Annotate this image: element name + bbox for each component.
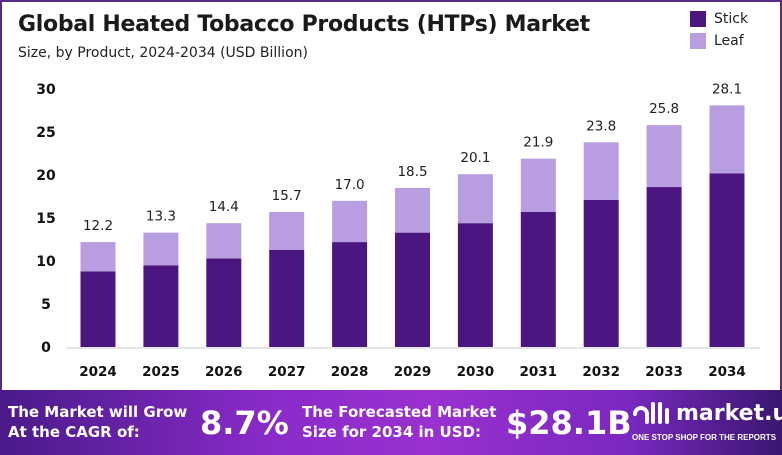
data-label: 20.1 [460,150,490,166]
bar-leaf [520,158,556,212]
legend-item-stick: Stick [690,8,748,30]
bar-leaf [332,200,368,243]
forecast-value: $28.1B [506,404,632,442]
bar-leaf [646,125,682,188]
cagr-label: The Market will Grow At the CAGR of: [8,403,188,441]
legend-item-leaf: Leaf [690,30,748,52]
data-label: 23.8 [586,118,616,134]
x-tick-label: 2024 [79,364,117,380]
bar-leaf [709,105,745,174]
bar-stick [646,187,682,347]
x-tick-label: 2027 [268,364,306,380]
bar-stick [395,232,430,347]
data-label: 13.3 [146,209,176,225]
data-label: 15.7 [272,188,302,204]
bar-stick [206,258,242,347]
bar-leaf [80,242,116,272]
x-tick-label: 2030 [457,364,495,380]
bar-stick [583,199,619,347]
x-tick-label: 2032 [582,364,620,380]
bar-stick [269,249,305,347]
logo-icon [633,402,669,424]
x-tick-label: 2025 [142,364,180,380]
legend-swatch-leaf [690,33,706,49]
x-tick-label: 2026 [205,364,243,380]
x-tick-label: 2031 [520,364,558,380]
brand-logo: market.us [632,400,782,426]
brand-tagline: ONE STOP SHOP FOR THE REPORTS [632,433,777,442]
data-label: 25.8 [649,101,679,117]
data-label: 28.1 [712,81,742,97]
data-label: 12.2 [83,218,113,234]
bar-stick [457,223,493,347]
bar-stick [520,211,556,347]
chart-title: Global Heated Tobacco Products (HTPs) Ma… [18,12,590,37]
cagr-value: 8.7% [200,404,289,442]
x-tick-label: 2034 [708,364,746,380]
bar-stick [143,265,179,347]
x-tick-label: 2028 [331,364,369,380]
bar-leaf [395,187,430,233]
x-tick-label: 2029 [394,364,432,380]
bar-stick [709,173,745,347]
x-tick-label: 2033 [645,364,683,380]
y-tick-label: 30 [36,82,56,98]
bar-leaf [583,142,619,200]
y-tick-label: 25 [36,125,55,141]
data-label: 18.5 [397,164,427,180]
forecast-label: The Forecasted Market Size for 2034 in US… [302,403,497,441]
data-label: 17.0 [335,177,365,193]
bar-leaf [269,211,305,250]
y-tick-label: 5 [41,297,51,313]
bar-chart: 05101520253012.2202413.3202514.4202615.7… [36,81,760,380]
bar-leaf [143,232,179,266]
data-label: 14.4 [209,199,239,215]
y-tick-label: 15 [36,211,55,227]
y-tick-label: 20 [36,168,56,184]
y-tick-label: 0 [41,340,51,356]
bar-stick [332,242,368,347]
legend-swatch-stick [690,11,706,27]
bar-stick [80,271,116,347]
bar-leaf [457,174,493,224]
chart-subtitle: Size, by Product, 2024-2034 (USD Billion… [18,45,308,61]
data-label: 21.9 [523,135,553,151]
footer-banner: The Market will Grow At the CAGR of: 8.7%… [0,390,782,455]
bar-leaf [206,223,242,259]
legend: Stick Leaf [690,8,748,52]
y-tick-label: 10 [36,254,56,270]
